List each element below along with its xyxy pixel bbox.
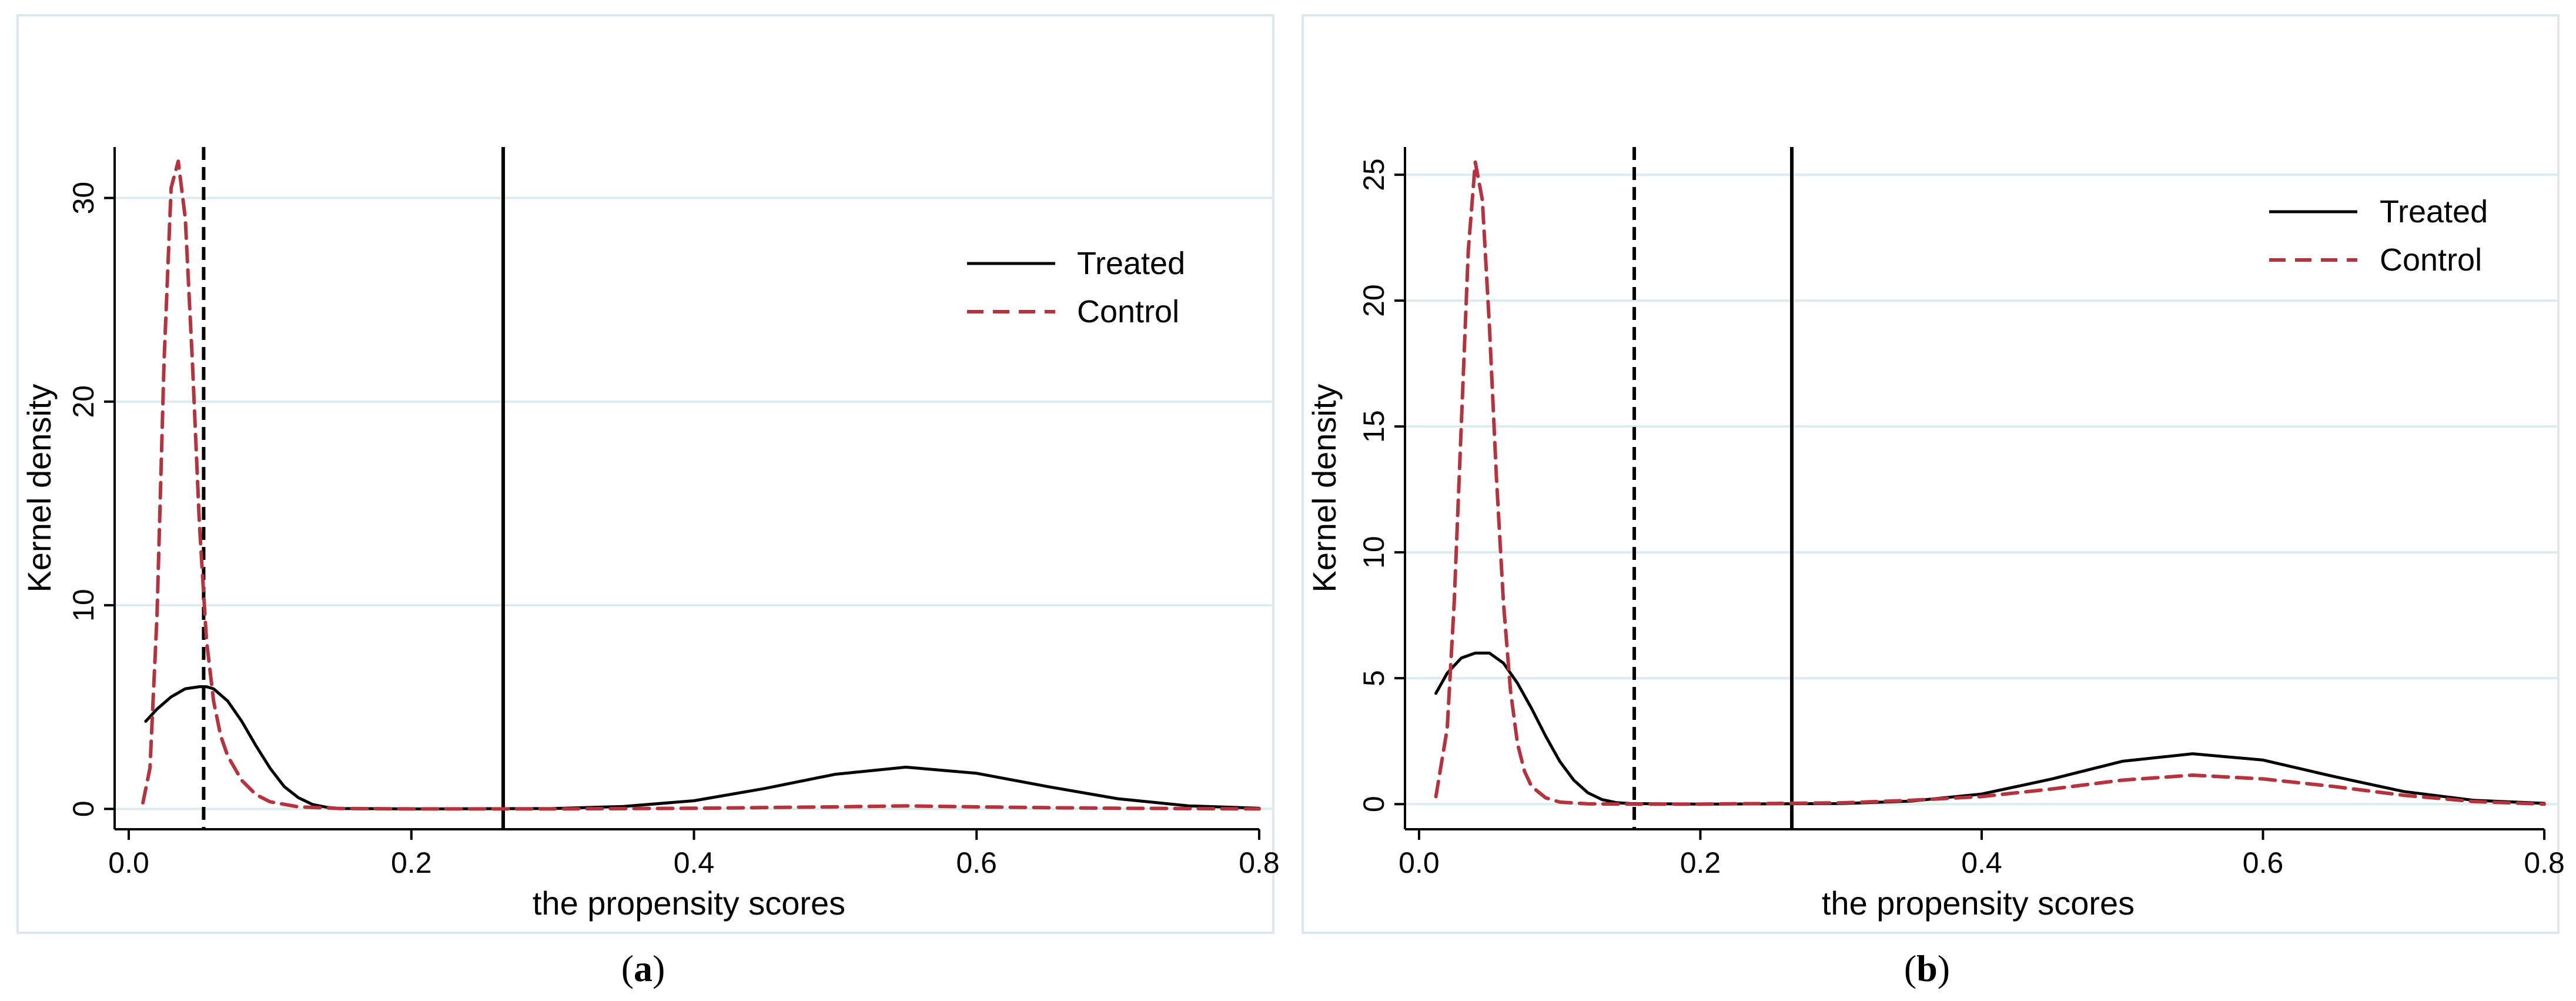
panel-b-axes: [1404, 147, 2545, 830]
panel-a-caption-close: ): [653, 947, 665, 989]
panel-a-axes: [113, 147, 1259, 830]
panel-b-frame: [1302, 14, 2560, 934]
panel-b-gridlines: [1405, 173, 2558, 806]
panel-a-x-tick-label-3: 0.6: [956, 846, 997, 879]
panel-a-caption: (a): [621, 947, 665, 989]
panel-b-y-tick-label-3: 15: [1357, 410, 1390, 443]
panel-b-legend-treated-label: Treated: [2380, 194, 2488, 229]
panel-b-legend-control-label: Control: [2380, 242, 2482, 278]
panel-a-x-tick-label-0: 0.0: [108, 846, 149, 879]
panel-a-reference-lines: [202, 147, 506, 829]
panel-a-ticks: 0 10 20 30 0.0 0.2 0.4 0.6 0.8: [67, 182, 1280, 879]
panel-b-y-axis-title: Kernel density: [1306, 384, 1343, 593]
panel-b-x-tick-label-3: 0.6: [2243, 846, 2284, 879]
panel-a-x-tick-label-4: 0.8: [1239, 846, 1280, 879]
panel-b-x-tick-label-1: 0.2: [1680, 846, 1721, 879]
panel-a-series-control: [141, 159, 1261, 811]
panel-b-caption-letter: b: [1916, 947, 1938, 989]
panel-a-y-tick-label-3: 30: [67, 182, 100, 215]
panel-a-y-tick-label-0: 0: [67, 800, 100, 817]
panel-a-y-tick-label-1: 10: [67, 589, 100, 622]
panel-b-reference-lines: [1632, 147, 1794, 829]
panel-b-x-tick-label-4: 0.8: [2524, 846, 2565, 879]
panel-a-legend-treated-label: Treated: [1077, 246, 1185, 281]
panel-b-x-axis-title: the propensity scores: [1822, 885, 2135, 922]
panel-b-y-tick-label-1: 5: [1357, 670, 1390, 686]
panel-b-y-tick-label-4: 20: [1357, 284, 1390, 317]
panel-b-series-control: [1434, 160, 2547, 806]
panel-b-caption: (b): [1904, 947, 1950, 989]
panel-a-frame: [16, 14, 1274, 934]
panel-a-x-axis-title: the propensity scores: [533, 885, 845, 922]
panel-b-series: [1434, 160, 2547, 806]
panel-b-legend: Treated Control: [2269, 194, 2488, 278]
panel-a-series-treated: [144, 685, 1261, 810]
panel-a-legend: Treated Control: [967, 246, 1185, 329]
panel-a-caption-open: (: [621, 947, 634, 989]
panel-b-y-tick-label-0: 0: [1357, 796, 1390, 812]
panel-a-gridlines: [115, 196, 1273, 810]
panel-a-x-tick-label-1: 0.2: [391, 846, 432, 879]
panel-b: 0 5 10 15 20 25 0.0 0.2 0.4 0.6 0.8 Treated Contro…: [1302, 14, 2565, 989]
panel-a-caption-letter: a: [634, 947, 653, 989]
panel-a-y-tick-label-2: 20: [67, 385, 100, 418]
panel-a-x-tick-label-2: 0.4: [674, 846, 715, 879]
panel-b-ticks: 0 5 10 15 20 25 0.0 0.2 0.4 0.6 0.8: [1357, 158, 2565, 879]
panel-b-x-tick-label-0: 0.0: [1399, 846, 1440, 879]
panel-b-y-tick-label-5: 25: [1357, 158, 1390, 191]
panel-a-y-axis-title: Kernel density: [21, 384, 58, 593]
panel-b-y-tick-label-2: 10: [1357, 536, 1390, 569]
panel-b-x-tick-label-2: 0.4: [1961, 846, 2002, 879]
panel-b-caption-close: ): [1938, 947, 1950, 989]
panel-a: 0 10 20 30 0.0 0.2 0.4 0.6 0.8 Treated Control t…: [16, 14, 1280, 989]
panel-b-caption-open: (: [1904, 947, 1916, 989]
panel-b-series-treated: [1434, 651, 2546, 806]
panel-a-legend-control-label: Control: [1077, 294, 1179, 329]
panel-a-series: [141, 159, 1261, 811]
